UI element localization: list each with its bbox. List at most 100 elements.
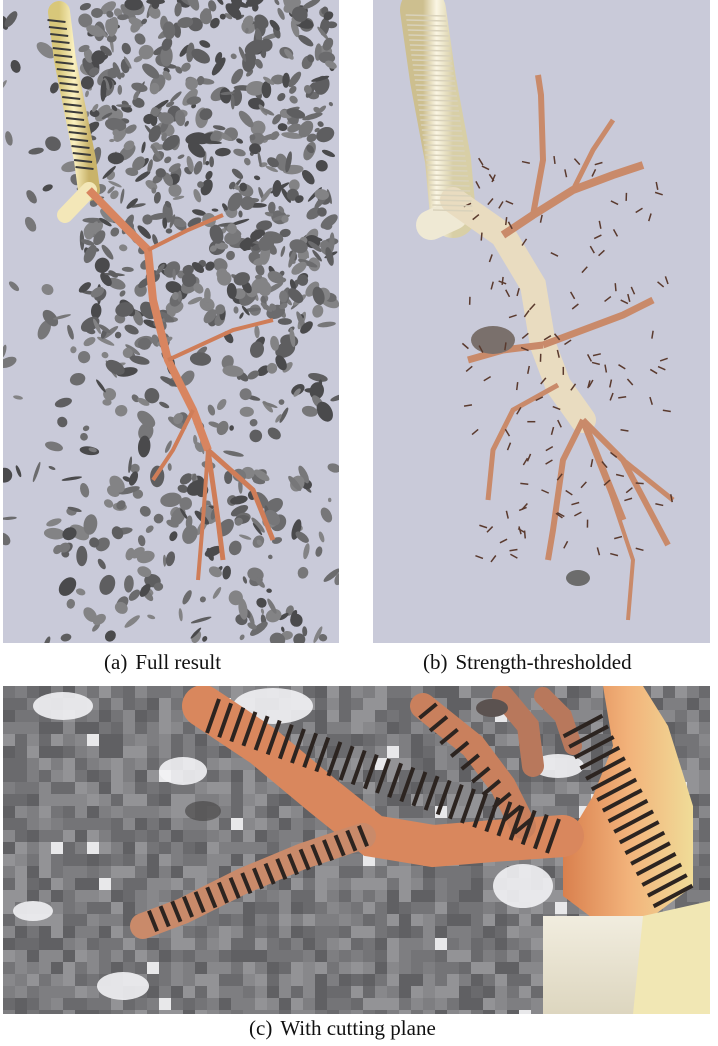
fragment [300, 274, 307, 283]
fragment [327, 497, 332, 503]
fragment [45, 136, 61, 152]
fragment [164, 317, 173, 323]
ring [581, 266, 588, 274]
fragment [293, 633, 306, 643]
fragment [269, 19, 280, 31]
fragment [137, 225, 151, 239]
fragment [258, 235, 275, 251]
fragment [272, 114, 282, 125]
ring [545, 445, 554, 452]
ring [521, 238, 528, 246]
fragment [151, 187, 157, 194]
fragment [182, 88, 198, 106]
fragment [284, 48, 294, 60]
ring [449, 740, 470, 758]
fragment [199, 40, 211, 48]
fragment [128, 589, 141, 601]
ring [58, 75, 77, 79]
ring [609, 451, 618, 458]
fragment [132, 156, 146, 171]
ring [428, 715, 449, 733]
fragment [302, 112, 323, 121]
fragment [94, 257, 110, 274]
ring [416, 94, 457, 97]
fragment [124, 575, 134, 593]
fragment [24, 216, 37, 232]
fragment [236, 138, 244, 144]
fragment [130, 203, 146, 208]
fragment [148, 6, 161, 19]
ring [590, 459, 594, 468]
fragment [42, 184, 53, 192]
fragment [43, 527, 66, 540]
fragment [224, 471, 233, 484]
fragment [254, 14, 269, 29]
ring [54, 54, 73, 58]
fragment [110, 227, 120, 237]
ring [228, 876, 241, 899]
fragment [66, 598, 76, 609]
fragment [104, 272, 125, 277]
fragment [208, 566, 222, 578]
ring [571, 303, 579, 310]
fragment [209, 245, 217, 252]
ring [217, 702, 233, 738]
ring [596, 547, 601, 556]
fragment [267, 201, 276, 214]
fragment [122, 476, 132, 482]
ring [287, 853, 299, 876]
fragment [179, 44, 190, 57]
fragment [298, 120, 314, 138]
fragment [126, 198, 138, 209]
fragment [262, 401, 278, 408]
ring [533, 814, 549, 850]
fragment [290, 259, 296, 264]
fragment [132, 97, 145, 108]
fragment [179, 473, 193, 485]
fragment [186, 480, 206, 496]
fragment [3, 532, 11, 546]
fragment [277, 93, 286, 102]
fragment [302, 626, 308, 637]
ring [411, 771, 428, 807]
ring [523, 530, 526, 539]
ring [504, 342, 507, 351]
ring [302, 732, 318, 768]
ring [465, 365, 473, 373]
fragment [133, 55, 143, 63]
ring [345, 829, 358, 852]
fragment [139, 506, 151, 517]
fragment [311, 75, 330, 82]
fragment [172, 218, 187, 228]
ring [620, 299, 629, 305]
fragment [220, 91, 235, 96]
fragment [314, 127, 320, 133]
ring [635, 207, 643, 214]
ring [488, 173, 495, 182]
fragment [189, 352, 212, 366]
fragment [193, 283, 204, 294]
fragment [325, 247, 334, 266]
caption-label: (b) [423, 650, 448, 674]
fragment [242, 15, 254, 28]
fragment [128, 471, 139, 486]
ring [550, 426, 555, 435]
ring [405, 14, 446, 17]
ring [610, 200, 619, 206]
fragment [229, 425, 234, 431]
fragment [249, 143, 262, 155]
fragment [153, 191, 161, 204]
fragment [285, 160, 291, 170]
ring [649, 396, 653, 405]
fragment [103, 499, 114, 508]
ring [73, 159, 93, 163]
fragment [120, 4, 137, 22]
ring [338, 745, 355, 781]
ring [490, 281, 494, 290]
fragment [303, 543, 310, 560]
fragment [224, 13, 233, 20]
fragment [172, 268, 176, 281]
fragment [256, 229, 266, 237]
fragment [257, 151, 262, 167]
fragment [4, 11, 18, 28]
